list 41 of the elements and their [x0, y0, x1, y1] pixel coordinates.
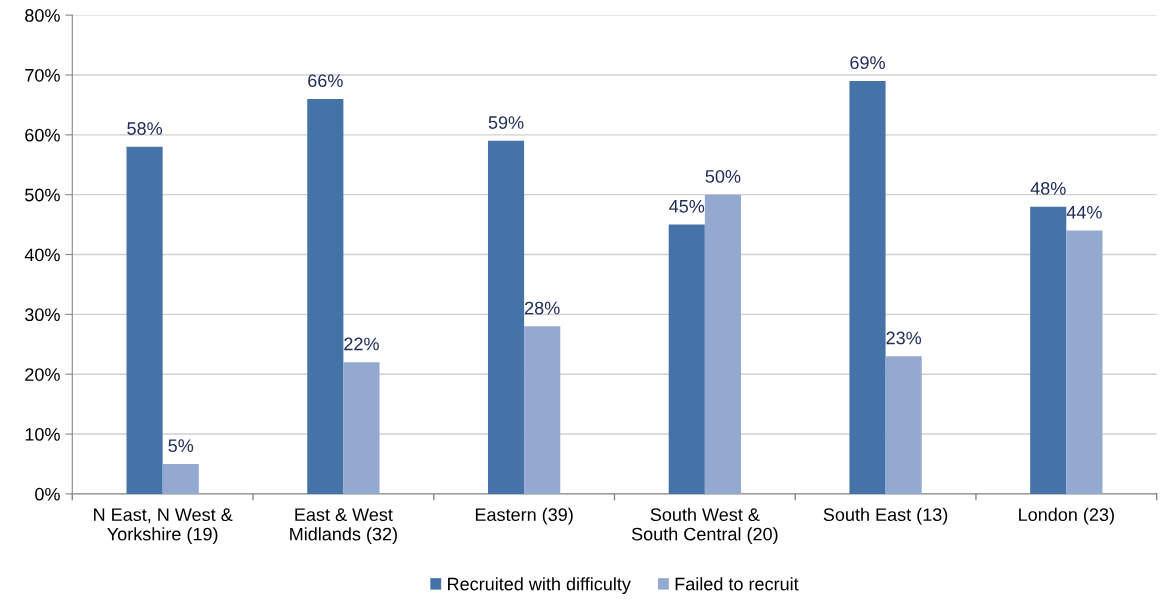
y-tick-label: 30%: [25, 308, 60, 322]
x-tick-label: N East, N West & Yorkshire (19): [94, 508, 233, 545]
bar: [885, 356, 922, 494]
data-label: 44%: [1066, 205, 1102, 219]
data-label: 69%: [850, 56, 885, 70]
data-label: 66%: [308, 74, 343, 88]
data-label: 5%: [168, 439, 194, 453]
y-tick-label: 70%: [25, 68, 60, 82]
bar: [487, 140, 525, 494]
data-label: 23%: [886, 331, 922, 345]
data-label: 48%: [1030, 181, 1066, 195]
bar: [307, 98, 344, 494]
y-tick-label: 80%: [25, 9, 60, 22]
x-tick-label: East & West Midlands (32): [290, 508, 397, 545]
x-tick-label: South West & South Central (20): [631, 507, 778, 545]
y-tick-label: 10%: [25, 427, 60, 441]
bar: [162, 463, 199, 494]
data-label: 28%: [525, 301, 560, 315]
bar: [343, 362, 380, 494]
bar: [668, 224, 705, 494]
data-label: 59%: [488, 116, 524, 129]
data-label: 50%: [705, 169, 741, 183]
x-tick-label: South East (13): [823, 507, 948, 525]
bar: [1066, 230, 1103, 494]
bar: [849, 80, 886, 494]
y-tick-label: 40%: [24, 248, 60, 262]
y-tick-label: 60%: [25, 128, 60, 142]
data-label: 58%: [127, 122, 163, 135]
y-tick-label: 20%: [25, 368, 60, 381]
x-tick-label: Eastern (39): [475, 507, 573, 525]
y-tick-label: 0%: [35, 487, 60, 501]
bar: [524, 326, 561, 494]
data-label: 22%: [344, 337, 379, 351]
legend-label: Failed to recruit: [675, 577, 799, 591]
y-tick-label: 50%: [25, 188, 60, 202]
x-tick-label: London (23): [1019, 507, 1114, 525]
bar: [1030, 206, 1067, 494]
legend-label: Recruited with difficulty: [448, 577, 631, 594]
bar: [126, 146, 163, 494]
data-label: 45%: [669, 199, 705, 213]
bar: [704, 194, 741, 494]
